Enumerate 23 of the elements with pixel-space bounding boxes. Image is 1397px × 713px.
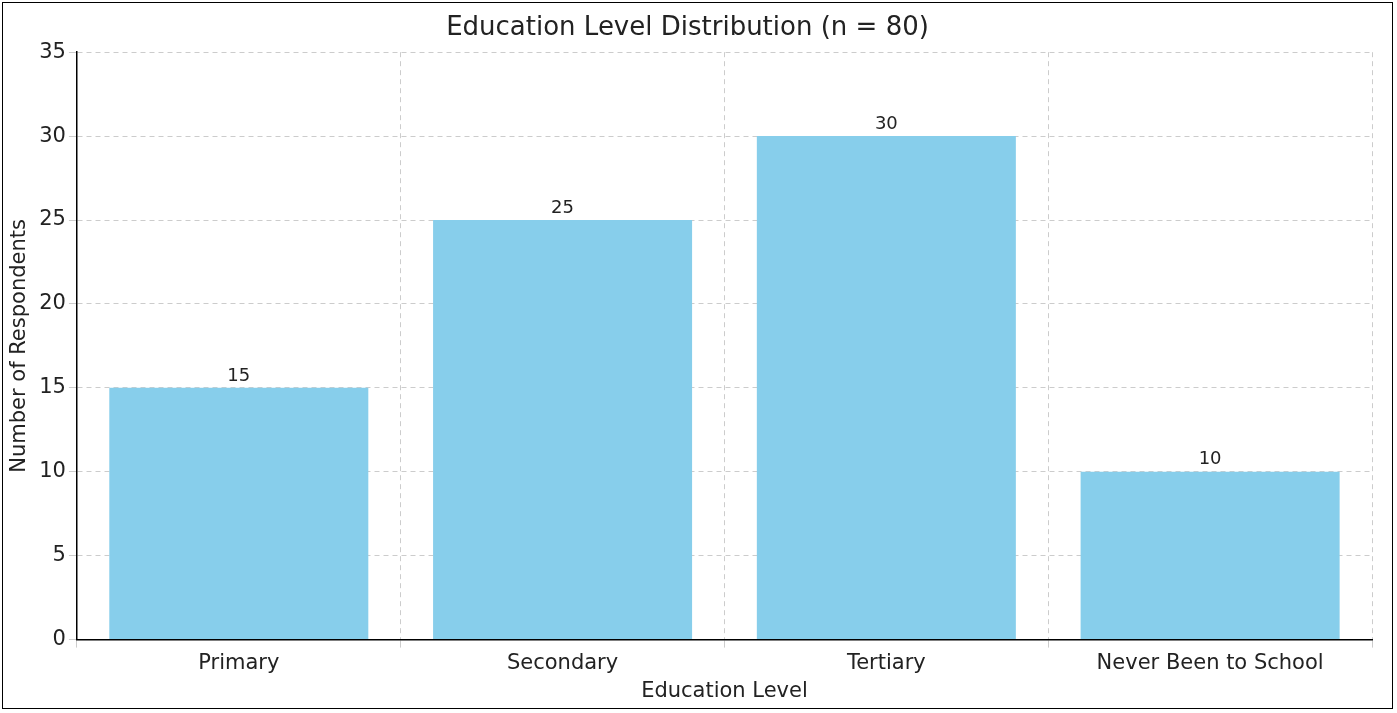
data-label: 10 xyxy=(1198,447,1222,469)
y-tick-label: 20 xyxy=(39,290,66,315)
bar xyxy=(109,387,369,640)
x-tick-label: Never Been to School xyxy=(1096,649,1324,674)
y-tick-label: 35 xyxy=(39,38,66,63)
bar xyxy=(1080,471,1340,640)
x-axis-title: Education Level xyxy=(641,677,808,702)
x-tick-label: Tertiary xyxy=(845,649,926,674)
y-tick-label: 10 xyxy=(39,458,66,483)
y-tick-label: 25 xyxy=(39,206,66,231)
x-tick-label: Secondary xyxy=(506,649,619,674)
x-tick-label: Primary xyxy=(198,649,280,674)
data-label: 25 xyxy=(551,195,575,217)
bar xyxy=(433,220,693,640)
y-tick-label: 15 xyxy=(39,374,66,399)
data-label: 30 xyxy=(874,111,898,133)
y-tick-label: 5 xyxy=(52,542,66,567)
chart-title: Education Level Distribution (n = 80) xyxy=(446,11,929,42)
data-label: 15 xyxy=(227,363,251,385)
bar xyxy=(756,136,1016,640)
y-axis-title: Number of Respondents xyxy=(6,219,31,473)
y-tick-label: 0 xyxy=(52,626,66,651)
y-tick-label: 30 xyxy=(39,122,66,147)
